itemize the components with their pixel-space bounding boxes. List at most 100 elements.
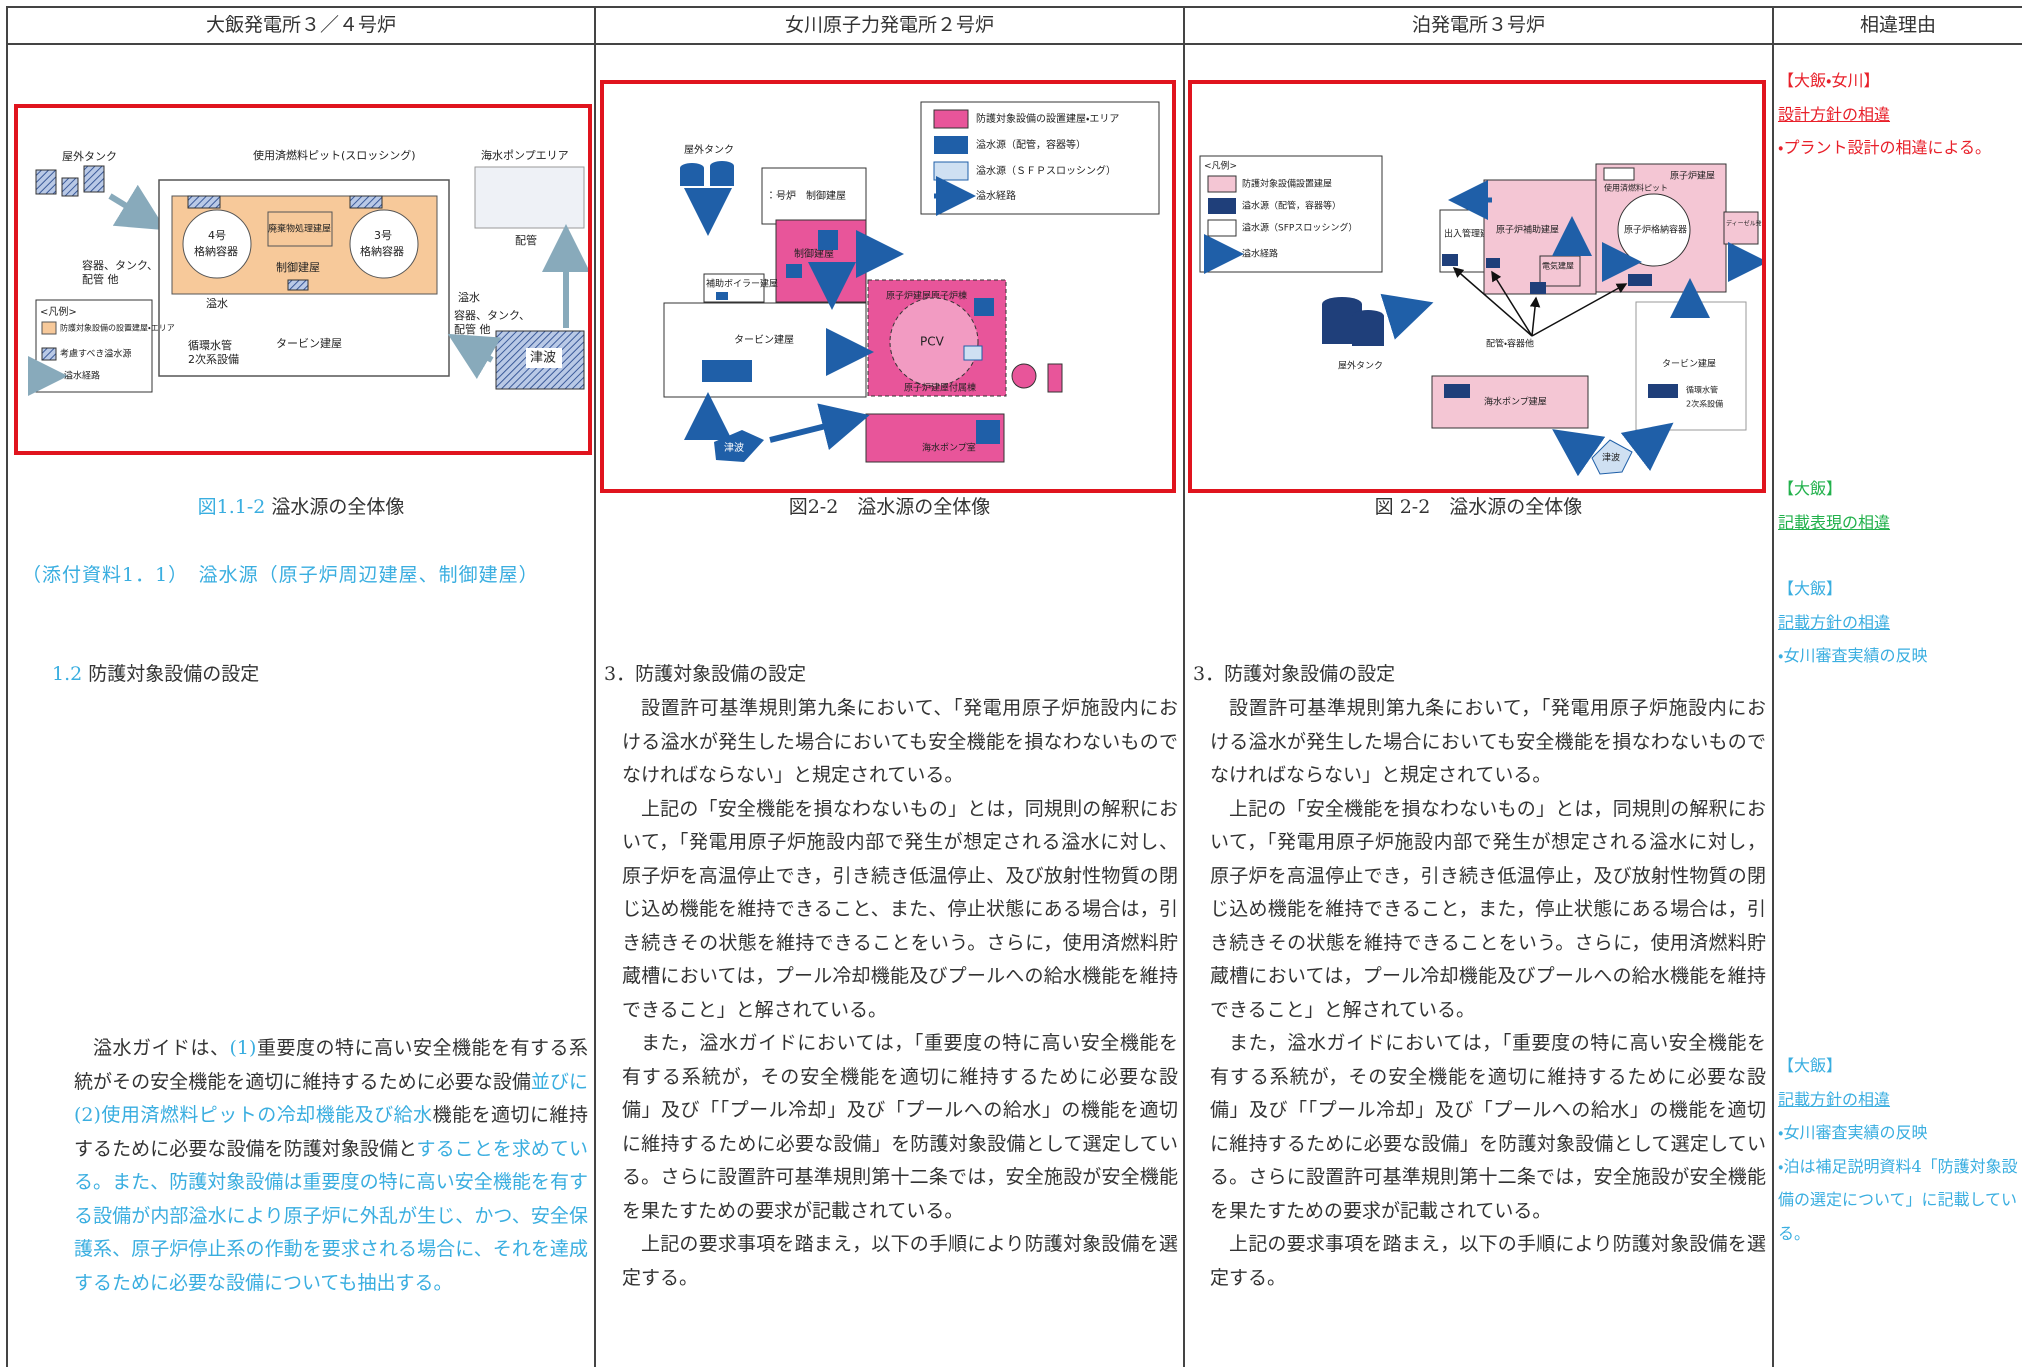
paragraph: 溢水ガイドは、(1)重要度の特に高い安全機能を有する系統がその安全機能を適切に維…: [74, 1032, 588, 1300]
diagram-label: 海水ポンプエリア: [481, 148, 569, 162]
text-segment: 1.2: [52, 663, 83, 685]
paragraph: 設置許可基準規則第九条において、「発電用原子炉施設内における溢水が発生した場合に…: [622, 697, 1178, 786]
diagram-label: 使用済燃料ピット(スロッシング): [253, 148, 416, 162]
diagram-label: 溢水源（配管，容器等）: [976, 138, 1086, 151]
text-segment: 機能を適切に維持するために必要な設備を防護対象設備と: [74, 1104, 588, 1160]
diagram-label: 原子炉補助建屋: [1496, 224, 1559, 236]
paragraph: また，溢水ガイドにおいては，「重要度の特に高い安全機能を有する系統が，その安全機…: [1210, 1032, 1766, 1222]
diagram-label: 津波: [724, 441, 744, 454]
reason-category: 記載方針の相違: [1778, 1089, 1891, 1109]
diagram-label: 制御建屋: [794, 247, 834, 260]
diagram-label: PCV: [920, 335, 945, 349]
diagram-label: 格納容器: [194, 244, 238, 258]
figure-frame: 防護対象設備の設置建屋・エリア 溢水源（配管，容器等） 溢水源（ＳＦＰスロッシン…: [600, 80, 1176, 493]
text-segment: 図 2-2 溢水源の全体像: [1374, 496, 1583, 518]
diagram-label: 溢水: [206, 297, 228, 310]
diagram-label: ：号炉 制御建屋: [766, 189, 846, 202]
diagram-label: 4号: [208, 229, 226, 242]
figure-frame: <凡例> 防護対象設備設置建屋 溢水源（配管，容器等） 溢水源（SFPスロッシン…: [1188, 80, 1766, 493]
text-segment: 3．防護対象設備の設定: [604, 663, 807, 685]
diagram-label: 原子炉建屋付属棟: [904, 382, 976, 394]
diagram-label: 溢水源（配管，容器等）: [1242, 200, 1341, 212]
diagram-label: タービン建屋: [276, 337, 342, 350]
diagram-label: 屋外タンク: [684, 144, 734, 156]
diagram-label: 考慮すべき溢水源: [60, 348, 131, 360]
diagram-label: 津波: [1602, 452, 1620, 464]
diagram-label: 格納容器: [360, 244, 404, 258]
column-border: [6, 6, 8, 1367]
text-segment: (1): [229, 1037, 257, 1059]
diagram-label: 溢水: [458, 291, 480, 304]
section-title: 1.2 防護対象設備の設定: [52, 658, 259, 692]
reason-detail: ・女川審査実績の反映: [1778, 646, 1928, 665]
reasons-column: 【大飯・女川】 設計方針の相違 ・プラント設計の相違による。 【大飯】 記載表現の相違【…: [1776, 44, 2022, 1367]
text-segment: （添付資料1．1） 溢水源（原子炉周辺建屋、制御建屋）: [22, 564, 539, 586]
section-title: 3．防護対象設備の設定: [1193, 658, 1395, 692]
diagram-label: タービン建屋: [1662, 358, 1716, 370]
diagram-label: 屋外タンク: [62, 150, 117, 163]
reason-plants: 【大飯・女川】: [1778, 71, 1880, 90]
text-segment: 重要度の特に高い安全機能を有する系統がその安全機能を適切に維持するために必要な設…: [74, 1037, 588, 1093]
diagram-label: 制御建屋: [276, 260, 320, 274]
text-segment: することを求めている。また、防護対象設備は重要度の特に高い安全機能を有する設備が…: [74, 1137, 588, 1294]
reason-category: 設計方針の相違: [1778, 104, 1891, 124]
figure-caption: 図 2-2 溢水源の全体像: [1185, 492, 1772, 519]
diagram-label: 容器、タンク、: [454, 309, 530, 322]
column-header: 大飯発電所３／４号炉: [205, 14, 396, 36]
column-border: [594, 6, 596, 1367]
section-title: 3．防護対象設備の設定: [604, 658, 806, 692]
diagram-label: 循環水管: [1686, 385, 1718, 395]
diagram-label: 溢水源（SFPスロッシング）: [1242, 222, 1357, 234]
reason-group: 【大飯・女川】 設計方針の相違 ・プラント設計の相違による。: [1778, 64, 2018, 165]
paragraph: 上記の「安全機能を損なわないもの」とは，同規則の解釈において，「発電用原子炉施設…: [622, 797, 1178, 1021]
diagram-label: 海水ポンプ建屋: [1484, 396, 1547, 408]
figure-caption: 図1.1-2 溢水源の全体像: [8, 492, 594, 519]
diagram-label: <凡例>: [40, 305, 77, 318]
figure-caption: 図2-2 溢水源の全体像: [596, 492, 1183, 519]
diagram-label: 補助ボイラー建屋: [706, 278, 778, 290]
reason-plants: 【大飯】: [1778, 579, 1843, 598]
text-segment: 溢水源の全体像: [265, 496, 405, 518]
diagram-label: 2次系設備: [188, 353, 239, 366]
diagram-label: 原子炉建屋原子炉棟: [886, 290, 967, 302]
diagram-label: 溢水経路: [1242, 248, 1278, 260]
reason-detail: ・女川審査実績の反映: [1778, 1123, 1928, 1142]
diagram-label: 廃棄物処理建屋: [268, 223, 331, 235]
text-segment: 並びに(2)使用済燃料ピットの冷却機能及び給水: [74, 1070, 588, 1127]
reason-category: 記載方針の相違: [1778, 612, 1891, 632]
diagram-label: 防護対象設備の設置建屋・エリア: [60, 323, 175, 333]
text-segment: 図2-2 溢水源の全体像: [788, 496, 991, 518]
diagram-label: <凡例>: [1204, 160, 1237, 172]
reason-group: 【大飯】 記載表現の相違: [1778, 472, 2018, 539]
diagram-label: 海水ポンプ室: [922, 442, 976, 454]
diagram-label: ディーゼル発電機建屋: [1726, 220, 1762, 228]
reason-group: 【大飯】 記載方針の相違 ・女川審査実績の反映 ・泊は補足説明資料4「防護対象設備の選…: [1778, 1049, 2018, 1250]
paragraph: また，溢水ガイドにおいては，「重要度の特に高い安全機能を有する系統が，その安全機…: [622, 1032, 1178, 1222]
column-border: [1772, 6, 1774, 1367]
text-segment: 防護対象設備の設定: [82, 663, 260, 685]
row-border: [6, 43, 2022, 45]
diagram-label: 溢水源（ＳＦＰスロッシング）: [976, 164, 1116, 177]
diagram-label: 容器、タンク、: [82, 259, 158, 272]
text-segment: 3．防護対象設備の設定: [1193, 663, 1396, 685]
diagram-label: 配管 他: [82, 272, 119, 286]
body-text: 溢水ガイドは、(1)重要度の特に高い安全機能を有する系統がその安全機能を適切に維…: [74, 1032, 588, 1300]
diagram-label: 防護対象設備設置建屋: [1242, 178, 1332, 190]
column-header: 泊発電所３号炉: [1411, 14, 1545, 36]
diagram-label: 溢水経路: [976, 189, 1016, 202]
body-text: 設置許可基準規則第九条において、「発電用原子炉施設内における溢水が発生した場合に…: [622, 692, 1178, 1295]
diagram-label: 屋外タンク: [1338, 360, 1383, 372]
column-border: [1183, 6, 1185, 1367]
reason-category: 記載表現の相違: [1778, 512, 1891, 532]
diagram-label: 3号: [374, 229, 392, 242]
column-header: 女川原子力発電所２号炉: [784, 14, 994, 36]
body-text: 設置許可基準規則第九条において，「発電用原子炉施設内における溢水が発生した場合に…: [1210, 692, 1766, 1295]
paragraph: 上記の要求事項を踏まえ，以下の手順により防護対象設備を選定する。: [622, 1233, 1178, 1289]
diagram-label: 原子炉建屋: [1670, 170, 1715, 182]
diagram-label: 配管・容器他: [1486, 338, 1534, 350]
diagram-label: 原子炉格納容器: [1624, 224, 1687, 236]
attachment-note: （添付資料1．1） 溢水源（原子炉周辺建屋、制御建屋）: [22, 560, 539, 587]
paragraph: 上記の要求事項を踏まえ，以下の手順により防護対象設備を選定する。: [1210, 1233, 1766, 1289]
column-header: 相違理由: [1859, 14, 1936, 36]
